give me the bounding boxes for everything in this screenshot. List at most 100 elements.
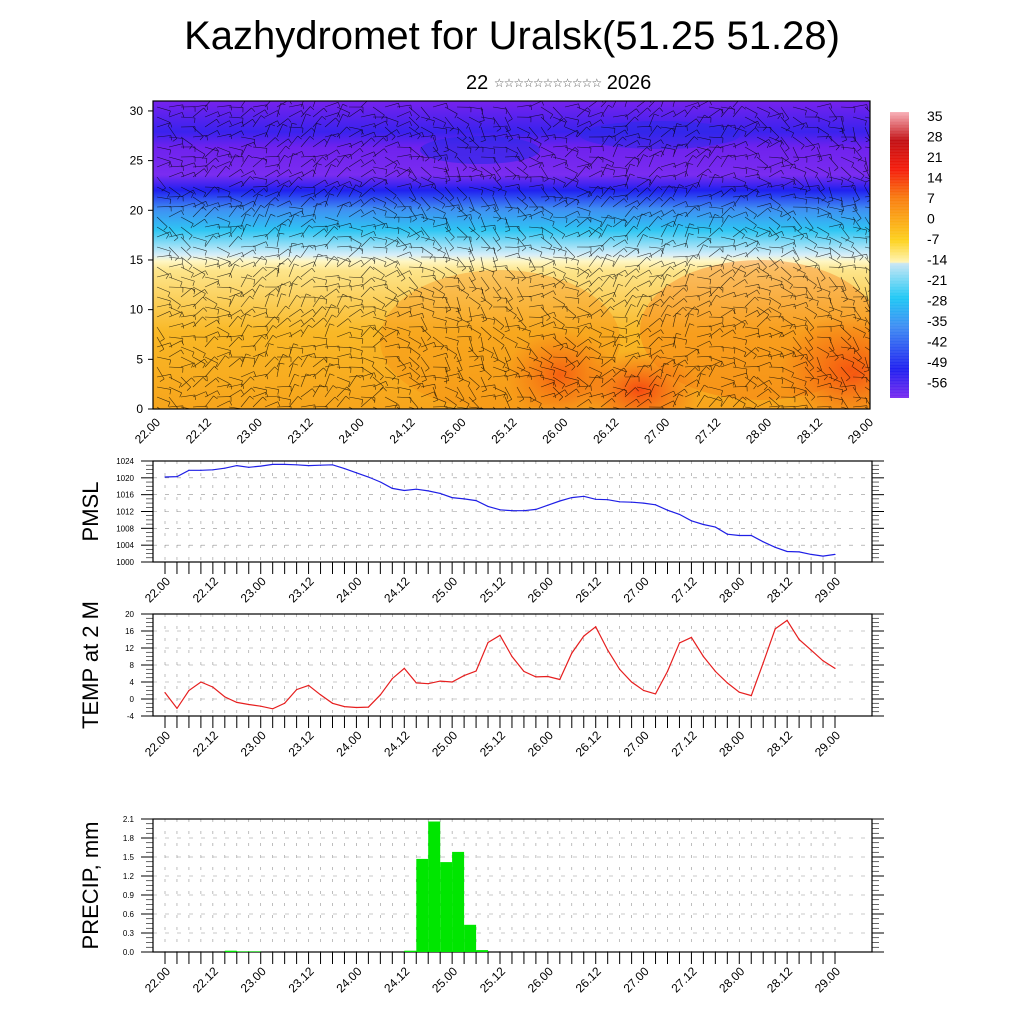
- wind-barb: [456, 346, 462, 361]
- wind-barb-flag: [694, 367, 699, 372]
- wind-barb: [864, 286, 869, 301]
- wind-barb: [840, 106, 856, 108]
- wind-barb-flag: [815, 173, 818, 178]
- wind-barb-flag: [461, 267, 466, 272]
- wind-barb: [216, 166, 227, 178]
- wind-barb-flag: [193, 289, 196, 295]
- wind-barb: [432, 246, 446, 254]
- wind-barb: [276, 332, 291, 338]
- x-tick-label: 27.12: [668, 574, 699, 605]
- wind-barb: [432, 306, 448, 309]
- wind-barb: [528, 283, 543, 288]
- wind-barb-flag: [756, 188, 760, 193]
- wind-barb: [240, 118, 253, 128]
- wind-barb-flag: [585, 165, 590, 170]
- wind-barb: [828, 156, 839, 168]
- wind-barb-flag: [781, 161, 785, 167]
- wind-barb-flag: [325, 280, 327, 285]
- wind-barb: [864, 396, 870, 406]
- wind-barb-flag: [762, 266, 767, 271]
- wind-barb: [360, 372, 375, 378]
- wind-barb: [864, 266, 870, 272]
- wind-barb: [228, 316, 239, 328]
- wind-barb-flag: [708, 238, 712, 243]
- wind-barb-flag: [487, 376, 492, 381]
- wind-barb-flag: [254, 345, 256, 351]
- wind-barb: [504, 226, 520, 228]
- wind-barb: [228, 196, 242, 203]
- wind-barb: [228, 389, 242, 398]
- wind-barb: [804, 306, 817, 315]
- wind-barb: [288, 255, 297, 268]
- wind-barb: [696, 373, 702, 388]
- wind-barb: [576, 166, 587, 178]
- wind-barb-flag: [776, 406, 780, 409]
- temp-point: [391, 678, 393, 680]
- wind-barb: [192, 146, 206, 155]
- x-tick-label: 25.12: [488, 415, 519, 446]
- wind-barb-flag: [667, 304, 673, 308]
- wind-barb: [372, 337, 384, 348]
- wind-barb: [252, 241, 267, 248]
- wind-barb-flag: [753, 384, 757, 390]
- wind-barb: [552, 389, 566, 398]
- wind-barb: [744, 396, 757, 406]
- wind-barb-flag: [258, 354, 264, 357]
- wind-barb-flag: [769, 250, 771, 256]
- wind-barb: [264, 156, 280, 158]
- wind-barb-flag: [635, 387, 639, 392]
- wind-barb-flag: [758, 152, 761, 158]
- wind-barb-flag: [531, 398, 537, 402]
- wind-barb-flag: [216, 319, 220, 325]
- wind-barb: [648, 290, 662, 298]
- wind-barb: [288, 384, 295, 398]
- wind-barb: [456, 396, 470, 405]
- wind-barb: [612, 129, 626, 138]
- wind-barb: [672, 143, 679, 158]
- wind-barb-flag: [370, 236, 375, 241]
- wind-barb: [300, 388, 313, 398]
- wind-barb-flag: [202, 316, 207, 321]
- wind-barb: [672, 101, 675, 108]
- wind-barb: [624, 398, 637, 408]
- wind-barb-flag: [333, 226, 339, 230]
- wind-barb: [324, 133, 339, 138]
- wind-barb: [276, 124, 284, 138]
- wind-barb: [768, 283, 783, 288]
- wind-barb-flag: [719, 248, 724, 253]
- wind-barb: [444, 356, 451, 371]
- temp-point: [164, 692, 166, 694]
- wind-barb-flag: [754, 153, 758, 159]
- wind-barb-flag: [686, 355, 688, 361]
- wind-barb-flag: [718, 396, 723, 401]
- wind-barb-flag: [393, 195, 397, 200]
- wind-barb-flag: [840, 311, 843, 317]
- wind-barb: [288, 232, 303, 238]
- wind-barb-flag: [769, 230, 773, 236]
- wind-barb-flag: [588, 338, 592, 344]
- wind-barb-flag: [686, 125, 688, 131]
- temp-point: [535, 676, 537, 678]
- wind-barb-flag: [455, 392, 459, 398]
- wind-barb: [828, 386, 843, 390]
- wind-barb-flag: [577, 200, 579, 206]
- wind-barb: [612, 166, 627, 169]
- wind-barb-flag: [372, 209, 376, 215]
- wind-barb: [636, 269, 650, 278]
- pmsl-point: [176, 475, 178, 478]
- wind-barb-flag: [633, 275, 638, 279]
- wind-barb: [624, 275, 634, 288]
- wind-barb: [504, 336, 518, 344]
- wind-barb: [264, 214, 272, 228]
- wind-barb: [408, 406, 417, 409]
- wind-barb-flag: [861, 374, 865, 380]
- wind-barb: [816, 186, 826, 199]
- wind-barb: [648, 355, 658, 368]
- wind-barb: [180, 356, 194, 364]
- wind-barb-flag: [170, 135, 172, 141]
- wind-barb-flag: [710, 212, 713, 218]
- wind-barb: [756, 203, 771, 208]
- wind-barb: [588, 119, 602, 128]
- wind-barb: [768, 306, 782, 315]
- wind-barb: [612, 254, 621, 268]
